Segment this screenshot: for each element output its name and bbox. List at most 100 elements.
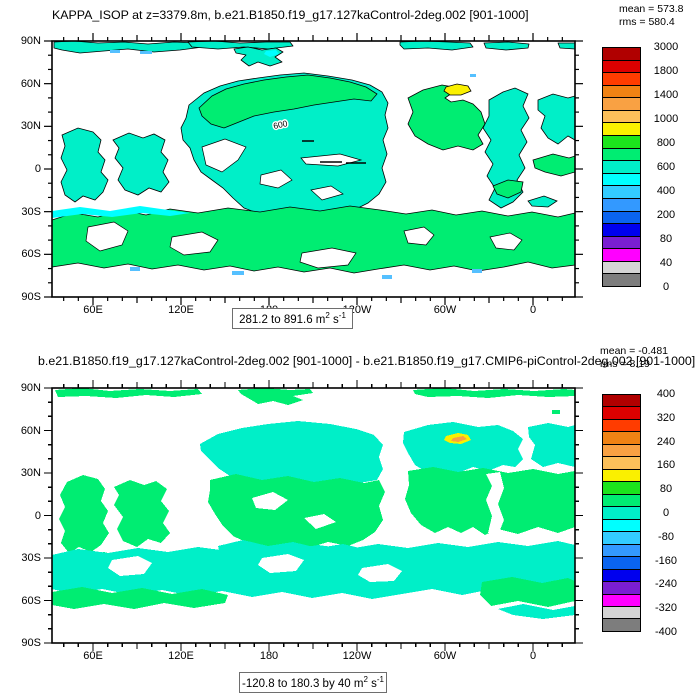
range-annotation-1: 281.2 to 891.6 m2 s-1 bbox=[232, 308, 353, 329]
colorbar-box bbox=[602, 568, 641, 583]
panel1-rms-label: rms = 580.4 bbox=[619, 15, 675, 28]
panel1-stats: mean = 573.8 rms = 580.4 bbox=[619, 3, 684, 28]
colorbar2-boxes bbox=[602, 394, 641, 632]
colorbar-box bbox=[602, 135, 641, 149]
range2-text: -120.8 to 180.3 by 40 m bbox=[242, 677, 364, 690]
panel2-rms-label: rms = 8.19 bbox=[600, 357, 650, 370]
lat-tick-label: 60S bbox=[21, 594, 41, 607]
colorbar-tick-label: 0 bbox=[662, 281, 670, 293]
colorbar-tick-label: 160 bbox=[656, 459, 676, 472]
colorbar-box bbox=[602, 518, 641, 533]
colorbar-tick-label: 240 bbox=[656, 435, 676, 448]
range1-text: 281.2 to 891.6 m bbox=[239, 313, 326, 326]
colorbar-tick-label: 1800 bbox=[653, 65, 679, 77]
cyan-strip-southern bbox=[52, 206, 190, 218]
colorbar-box bbox=[602, 248, 641, 262]
colorbar-box bbox=[602, 59, 641, 74]
colorbar-box bbox=[602, 185, 641, 199]
colorbar-box bbox=[602, 468, 641, 483]
lat-tick-label: 30S bbox=[21, 552, 41, 564]
range1-mid: s bbox=[329, 313, 339, 326]
colorbar-box bbox=[602, 223, 641, 237]
lat-tick-label: 0 bbox=[34, 163, 41, 175]
pacific-region-diff bbox=[200, 421, 388, 577]
colorbar-tick-label: 800 bbox=[656, 137, 676, 149]
colorbar-box bbox=[602, 543, 641, 558]
colorbar-tick-label: 80 bbox=[659, 233, 673, 245]
colorbar-box bbox=[602, 493, 641, 508]
colorbar-tick-label: 1400 bbox=[653, 89, 679, 101]
southern-ocean-band bbox=[51, 205, 576, 279]
lat-tick-label: 90S bbox=[21, 291, 41, 303]
lon-tick-label: 60E bbox=[83, 650, 103, 662]
north-pacific-green bbox=[198, 74, 378, 129]
arctic-strips bbox=[55, 388, 575, 449]
colorbar-tick-label: -160 bbox=[654, 554, 678, 567]
lat-tick-label: 30N bbox=[20, 120, 41, 133]
colorbar-box bbox=[602, 443, 641, 458]
colorbar-box bbox=[602, 481, 641, 495]
colorbar-box bbox=[602, 581, 641, 595]
map2-plot bbox=[44, 380, 583, 651]
colorbar1-labels: 3000 1800 1400 1000 800 600 400 200 80 40 0 bbox=[646, 41, 686, 293]
panel2-title: b.e21.B1850.f19_g17.127kaControl-2deg.00… bbox=[38, 354, 696, 368]
colorbar-box bbox=[602, 197, 641, 212]
colorbar-box bbox=[602, 84, 641, 99]
colorbar-tick-label: 80 bbox=[659, 483, 673, 496]
lat-tick-label: 30N bbox=[20, 467, 41, 479]
colorbar-box bbox=[602, 160, 641, 174]
map-panel-2: 90N 60N 30N 0 30S 60S 90S 60E 120E 180 120W 60W 0 bbox=[21, 380, 583, 662]
colorbar-tick-label: 400 bbox=[656, 388, 676, 400]
contour-dashes bbox=[302, 140, 366, 164]
blue-patches-north bbox=[110, 50, 476, 77]
colorbar-box bbox=[602, 418, 641, 433]
colorbar-box bbox=[602, 97, 641, 111]
colorbar-tick-label: -80 bbox=[658, 530, 674, 543]
range2-mid: s bbox=[367, 677, 377, 690]
colorbar-tick-label: 1000 bbox=[653, 113, 679, 125]
panel2-mean-label: mean = -0.481 bbox=[600, 345, 669, 357]
lon-tick-label: 120E bbox=[168, 650, 194, 662]
colorbar-box bbox=[602, 506, 641, 520]
atlantic-region-diff bbox=[403, 422, 575, 535]
colorbar-box bbox=[602, 122, 641, 137]
colorbar-tick-label: -240 bbox=[654, 578, 678, 591]
colorbar-box bbox=[602, 605, 641, 620]
lon-tick-label: 120W bbox=[342, 650, 372, 662]
lat-tick-label: 90N bbox=[20, 35, 41, 47]
colorbar-box bbox=[602, 72, 641, 86]
colorbar-box bbox=[602, 456, 641, 470]
lon-tick-label: 0 bbox=[529, 304, 537, 316]
panel2-stats: mean = -0.481 rms = 8.19 bbox=[600, 345, 668, 370]
colorbar-2: 400 320 240 160 80 0 -80 -160 -240 -320 -400 bbox=[602, 388, 677, 638]
colorbar-1: 3000 1800 1400 1000 800 600 400 200 80 40 0 bbox=[602, 41, 678, 293]
colorbar-box bbox=[602, 531, 641, 545]
colorbar-box bbox=[602, 172, 641, 187]
colorbar-tick-label: 400 bbox=[656, 185, 676, 197]
labrador-sea-maximum bbox=[443, 83, 472, 96]
lat-tick-label: 90S bbox=[21, 637, 41, 649]
colorbar-box bbox=[602, 47, 641, 61]
lon-tick-label: 120E bbox=[168, 304, 194, 316]
colorbar-tick-label: 3000 bbox=[653, 41, 679, 53]
cyan-patch-arctic bbox=[264, 50, 279, 57]
colorbar-box bbox=[602, 618, 641, 632]
colorbar-box bbox=[602, 109, 641, 124]
lat-tick-label: 90N bbox=[20, 382, 41, 394]
colorbar-box bbox=[602, 273, 641, 287]
arctic-band bbox=[53, 40, 576, 67]
colorbar-tick-label: -400 bbox=[654, 626, 678, 638]
colorbar-box bbox=[602, 431, 641, 445]
orange-core bbox=[451, 436, 467, 442]
colorbar-tick-label: 600 bbox=[656, 161, 676, 173]
range2-sup-minus1: -1 bbox=[376, 675, 384, 684]
colorbar-box bbox=[602, 556, 641, 570]
colorbar-tick-label: -320 bbox=[654, 602, 678, 615]
lon-tick-label: 60W bbox=[433, 304, 457, 316]
colorbar2-labels: 400 320 240 160 80 0 -80 -160 -240 -320 -400 bbox=[646, 388, 686, 638]
colorbar-box bbox=[602, 593, 641, 607]
colorbar1-boxes bbox=[602, 47, 641, 287]
lon-tick-label: 60W bbox=[433, 650, 457, 662]
colorbar-box bbox=[602, 235, 641, 250]
